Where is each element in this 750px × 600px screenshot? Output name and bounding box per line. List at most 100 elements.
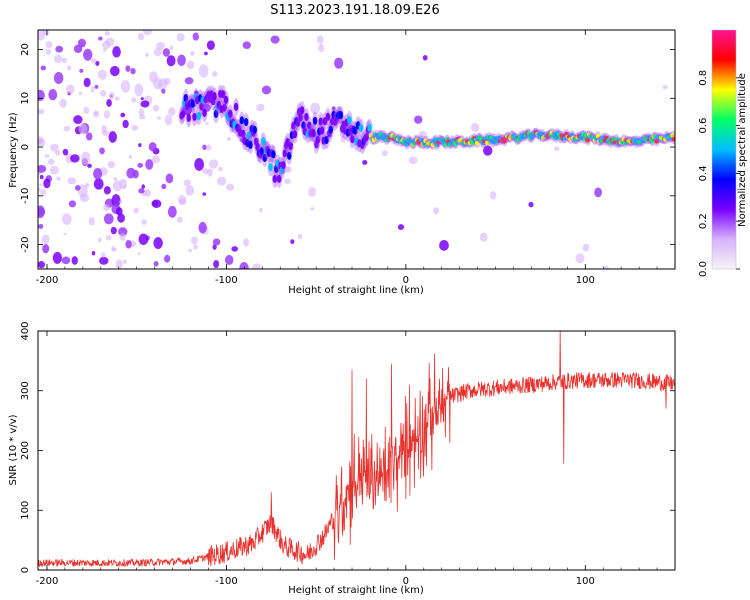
spectrogram-noise-blob: [73, 115, 83, 125]
spectrogram-noise-blob: [239, 262, 249, 269]
spectrogram-ridge-core: [307, 121, 312, 130]
spectrogram-ridge-core: [299, 106, 305, 115]
spectrogram-noise-blob: [53, 72, 64, 84]
spectrogram-y-tick-label: 10: [20, 92, 31, 105]
spectrogram-ridge-core: [470, 140, 476, 146]
spectrogram-noise-blob: [218, 166, 223, 172]
spectrogram-noise-blob: [138, 188, 145, 194]
spectrogram-noise-blob: [208, 159, 219, 169]
spectrogram-noise-blob: [84, 182, 90, 188]
spectrogram-noise-blob: [80, 151, 91, 165]
spectrogram-noise-blob: [138, 233, 149, 245]
spectrogram-noise-blob: [334, 57, 344, 69]
spectrogram-noise-blob: [528, 201, 534, 208]
spectrogram-noise-blob: [205, 121, 209, 126]
spectrogram-noise-blob: [103, 186, 111, 195]
spectrogram-noise-blob: [138, 108, 145, 116]
spectrogram-noise-blob: [178, 198, 187, 205]
spectrogram-noise-blob: [165, 173, 174, 184]
spectrogram-noise-blob: [151, 155, 161, 164]
spectrogram-ridge-core: [315, 135, 321, 144]
spectrogram-noise-blob: [582, 243, 590, 252]
spectrogram-ridge-core: [272, 174, 278, 183]
spectrogram-noise-blob: [138, 143, 142, 148]
spectrogram-noise-blob: [38, 261, 46, 269]
spectrogram-noise-blob: [93, 168, 103, 180]
spectrogram-ridge-core: [328, 125, 334, 134]
spectrogram-x-label: Height of straight line (km): [288, 285, 424, 296]
snr-series-line: [38, 331, 675, 568]
spectrogram-noise-blob: [131, 124, 139, 131]
spectrogram-noise-blob: [103, 204, 111, 211]
spectrogram-ridge-core: [364, 132, 369, 142]
spectrogram-noise-blob: [213, 259, 220, 269]
colorbar: 0.0 0.2 0.4 0.6 0.8 Normalized spectral ampl…: [698, 29, 748, 277]
spectrogram-ridge-core: [433, 137, 438, 142]
spectrogram-noise-blob: [128, 154, 132, 160]
spectrogram-noise-blob: [41, 234, 50, 245]
spectrogram-noise-blob: [66, 65, 72, 71]
spectrogram-ridge-core: [324, 135, 329, 145]
spectrogram-noise-blob: [54, 149, 61, 156]
spectrogram-noise-blob: [88, 217, 95, 226]
spectrogram-noise-blob: [125, 65, 131, 72]
spectrogram-noise-blob: [78, 122, 88, 135]
spectrogram-noise-blob: [479, 232, 488, 242]
spectrogram-ridge-core: [268, 163, 273, 172]
spectrogram-ridge-core: [233, 102, 239, 111]
spectrogram-noise-blob: [439, 239, 449, 251]
spectrogram-ridge-core: [255, 142, 260, 152]
spectrogram-ridge-core: [350, 135, 355, 144]
spectrogram-noise-blob: [290, 239, 295, 245]
spectrogram-noise-blob: [79, 193, 90, 203]
spectrogram-noise-blob: [157, 116, 162, 120]
spectrogram-x-ticks: -200 -100 0 100: [36, 30, 676, 286]
colorbar-tick-label: 0.4: [698, 165, 709, 181]
spectrogram-y-ticks: -20 -10 0 10 20: [20, 43, 675, 253]
spectrogram-noise-blob: [130, 68, 136, 75]
spectrogram-noise-blob: [212, 244, 217, 250]
spectrogram-noise-blob: [202, 192, 207, 196]
spectrogram-noise-blob: [318, 43, 325, 53]
spectrogram-ridge-core: [650, 138, 655, 144]
spectrogram-ridge-core: [301, 121, 306, 130]
spectrogram-noise-blob: [101, 125, 107, 133]
spectrogram-ridge-core: [243, 117, 249, 127]
spectrogram-y-tick-label: 0: [20, 144, 31, 150]
spectrogram-noise-blob: [93, 178, 104, 190]
spectrogram-ridge-core: [213, 109, 219, 118]
spectrogram-noise-blob: [54, 54, 63, 64]
spectrogram-noise-blob: [120, 112, 126, 118]
spectrogram-noise-blob: [118, 200, 123, 204]
spectrogram-noise-blob: [414, 115, 423, 124]
spectrogram-noise-blob: [331, 106, 336, 111]
spectrogram-noise-blob: [198, 221, 207, 234]
spectrogram-ridge-core: [183, 93, 189, 103]
spectrogram-noise-blob: [137, 252, 141, 256]
spectrogram-noise-blob: [56, 176, 61, 181]
spectrogram-noise-blob: [155, 42, 165, 50]
spectrogram-noise-blob: [194, 158, 205, 171]
spectrogram-noise-blob: [65, 84, 75, 95]
spectrogram-noise-blob: [489, 191, 497, 200]
spectrogram-noise-blob: [162, 48, 171, 57]
spectrogram-noise-blob: [163, 77, 171, 85]
spectrogram-noise-blob: [91, 250, 96, 256]
spectrogram-noise-blob: [188, 248, 193, 253]
spectrogram-noise-blob: [151, 199, 162, 209]
spectrogram-ridge-core: [404, 142, 410, 147]
spectrogram-noise-blob: [422, 54, 428, 61]
spectrogram-noise-blob: [270, 35, 280, 44]
spectrogram-noise-blob: [308, 186, 317, 198]
spectrogram-noise-blob: [177, 54, 186, 66]
spectrogram-ridge-core: [670, 133, 675, 138]
spectrogram-noise-blob: [104, 31, 111, 36]
spectrogram-noise-blob: [78, 91, 82, 96]
spectrogram-noise-blob: [45, 48, 52, 55]
spectrogram-ridge-core: [220, 90, 226, 99]
spectrogram-noise-blob: [118, 227, 128, 237]
spectrogram-noise-blob: [284, 178, 291, 185]
colorbar-tick-label: 0.0: [698, 261, 709, 277]
spectrogram-noise-blob: [167, 205, 177, 218]
spectrogram-y-tick-label: -20: [20, 236, 31, 252]
